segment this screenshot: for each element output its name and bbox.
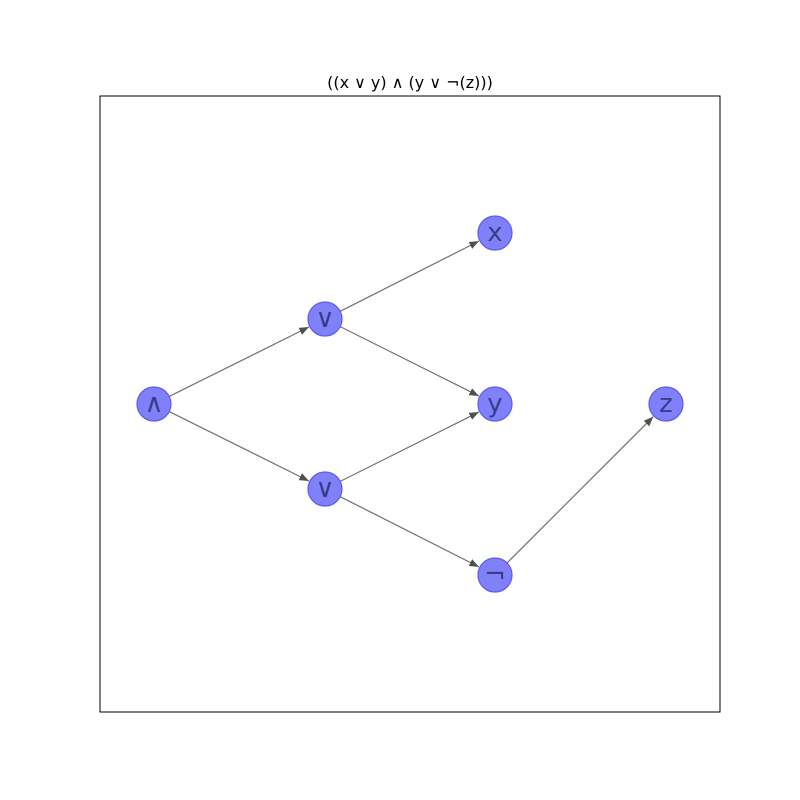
edge-and-to-or1: [168, 326, 310, 397]
node-circle-or2: [307, 471, 343, 507]
diagram-title: ((x ∨ y) ∧ (y ∨ ¬(z))): [327, 73, 493, 92]
edges-layer: [168, 240, 654, 568]
node-circle-or1: [307, 301, 343, 337]
edge-or2-to-y: [339, 411, 480, 482]
edge-and-to-or2: [168, 411, 310, 482]
node-and: ∧: [136, 386, 172, 422]
nodes-layer: ∧ ∨ ∨ x y ¬ z: [136, 215, 684, 593]
node-circle-not: [477, 557, 513, 593]
node-label-and: ∧: [144, 389, 163, 419]
node-y: y: [477, 386, 513, 422]
node-or1: ∨: [307, 301, 343, 337]
node-or2: ∨: [307, 471, 343, 507]
edge-or1-to-x: [339, 240, 480, 312]
node-label-y: y: [487, 389, 502, 419]
node-label-or1: ∨: [315, 304, 334, 334]
node-label-z: z: [659, 389, 673, 419]
node-x: x: [477, 215, 513, 251]
edge-or2-to-not: [339, 496, 480, 568]
edge-or1-to-y: [339, 326, 480, 397]
node-label-not: ¬: [484, 560, 506, 590]
node-label-or2: ∨: [315, 474, 334, 504]
node-circle-and: [136, 386, 172, 422]
node-circle-y: [477, 386, 513, 422]
node-not: ¬: [477, 557, 513, 593]
plot-frame: [99, 95, 721, 713]
edge-not-to-z: [506, 416, 654, 564]
node-circle-x: [477, 215, 513, 251]
node-z: z: [648, 386, 684, 422]
node-label-x: x: [487, 218, 502, 248]
node-circle-z: [648, 386, 684, 422]
